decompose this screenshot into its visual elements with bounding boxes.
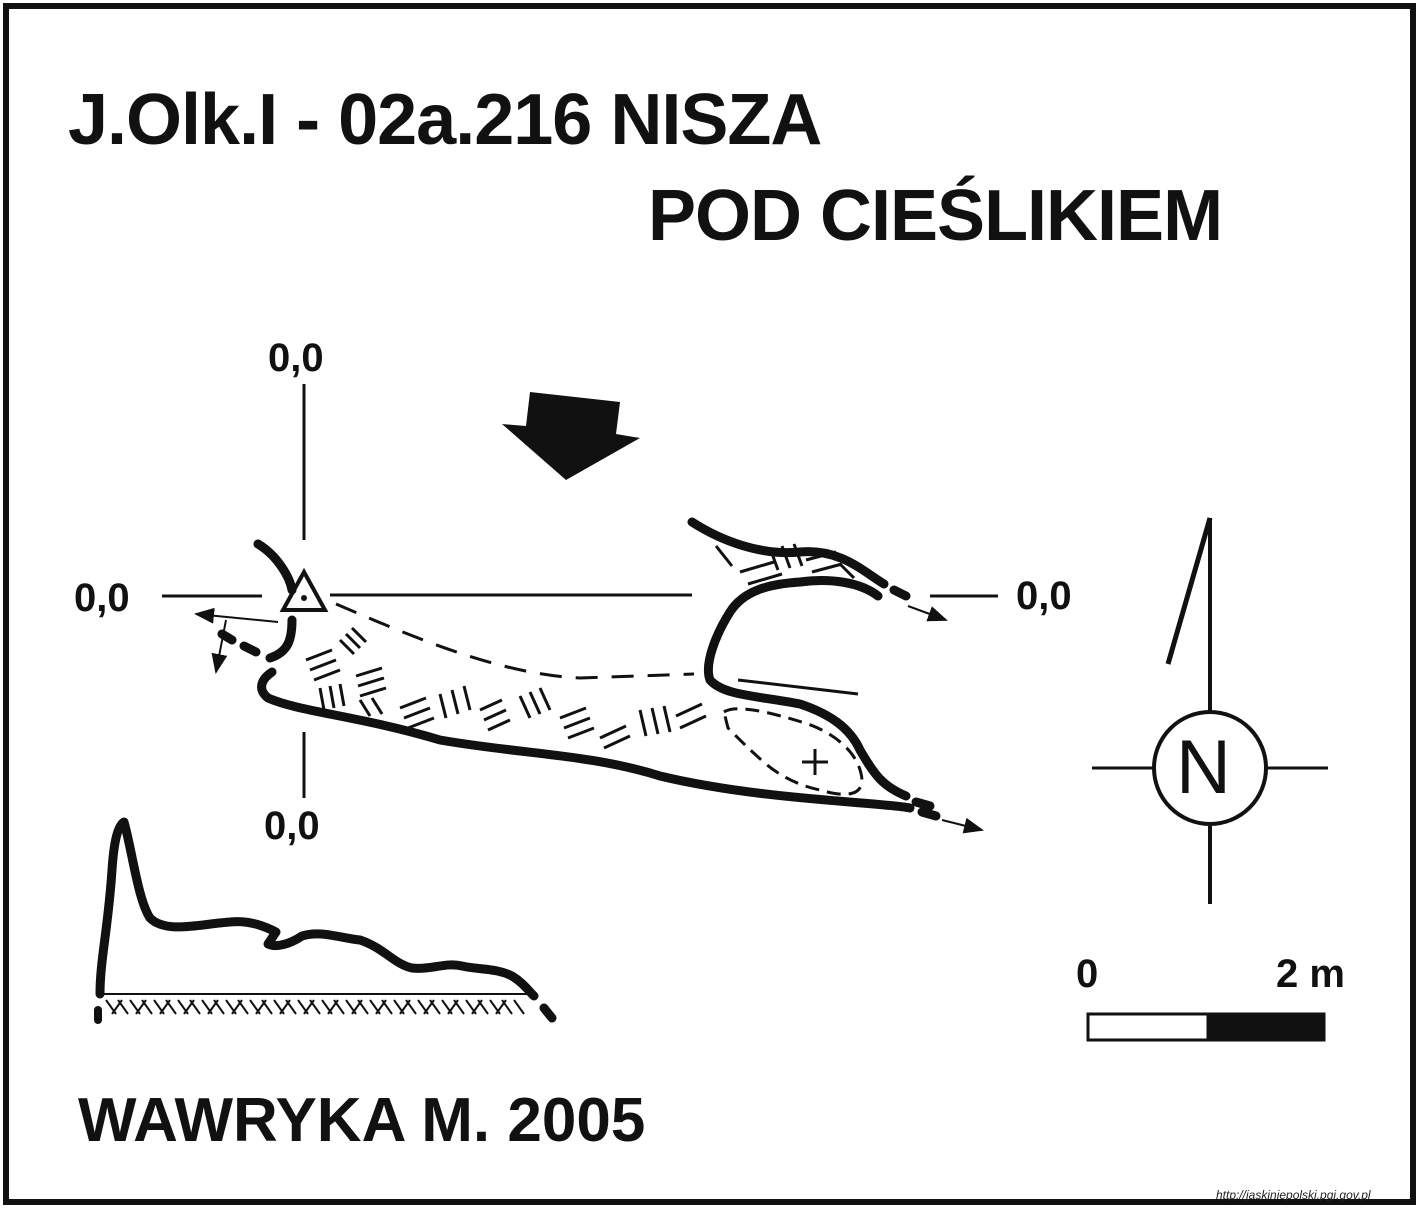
scale-end-label: 2 m [1276,952,1345,996]
cave-profile [94,817,557,1024]
scale-bar [1086,1012,1326,1042]
compass-north-letter: N [1176,725,1231,810]
coordinate-label-bottom: 0,0 [264,804,320,848]
coordinate-label-top: 0,0 [268,336,324,380]
continuation-arrows [194,605,984,834]
source-url: http://jaskiniepolski.pgi.gov.pl [1216,1188,1371,1202]
cross-icon [802,749,828,775]
coordinate-label-left: 0,0 [74,576,130,620]
cave-walls [217,517,941,821]
scale-start-label: 0 [1076,952,1099,996]
coordinate-axes [162,384,998,798]
map-title-line1: J.Olk.I - 02a.216 NISZA [68,80,822,160]
drip-line [335,602,695,680]
rubble-hatching [305,543,856,750]
map-title-line2: POD CIEŚLIKIEM [648,176,1223,256]
depression-outline [722,707,864,796]
map-frame [3,3,1416,1205]
author-credit: WAWRYKA M. 2005 [78,1086,646,1155]
ledge-line [737,678,859,696]
coordinate-label-right: 0,0 [1016,574,1072,618]
entrance-arrow-icon [502,392,640,480]
north-compass-icon [1092,517,1328,904]
